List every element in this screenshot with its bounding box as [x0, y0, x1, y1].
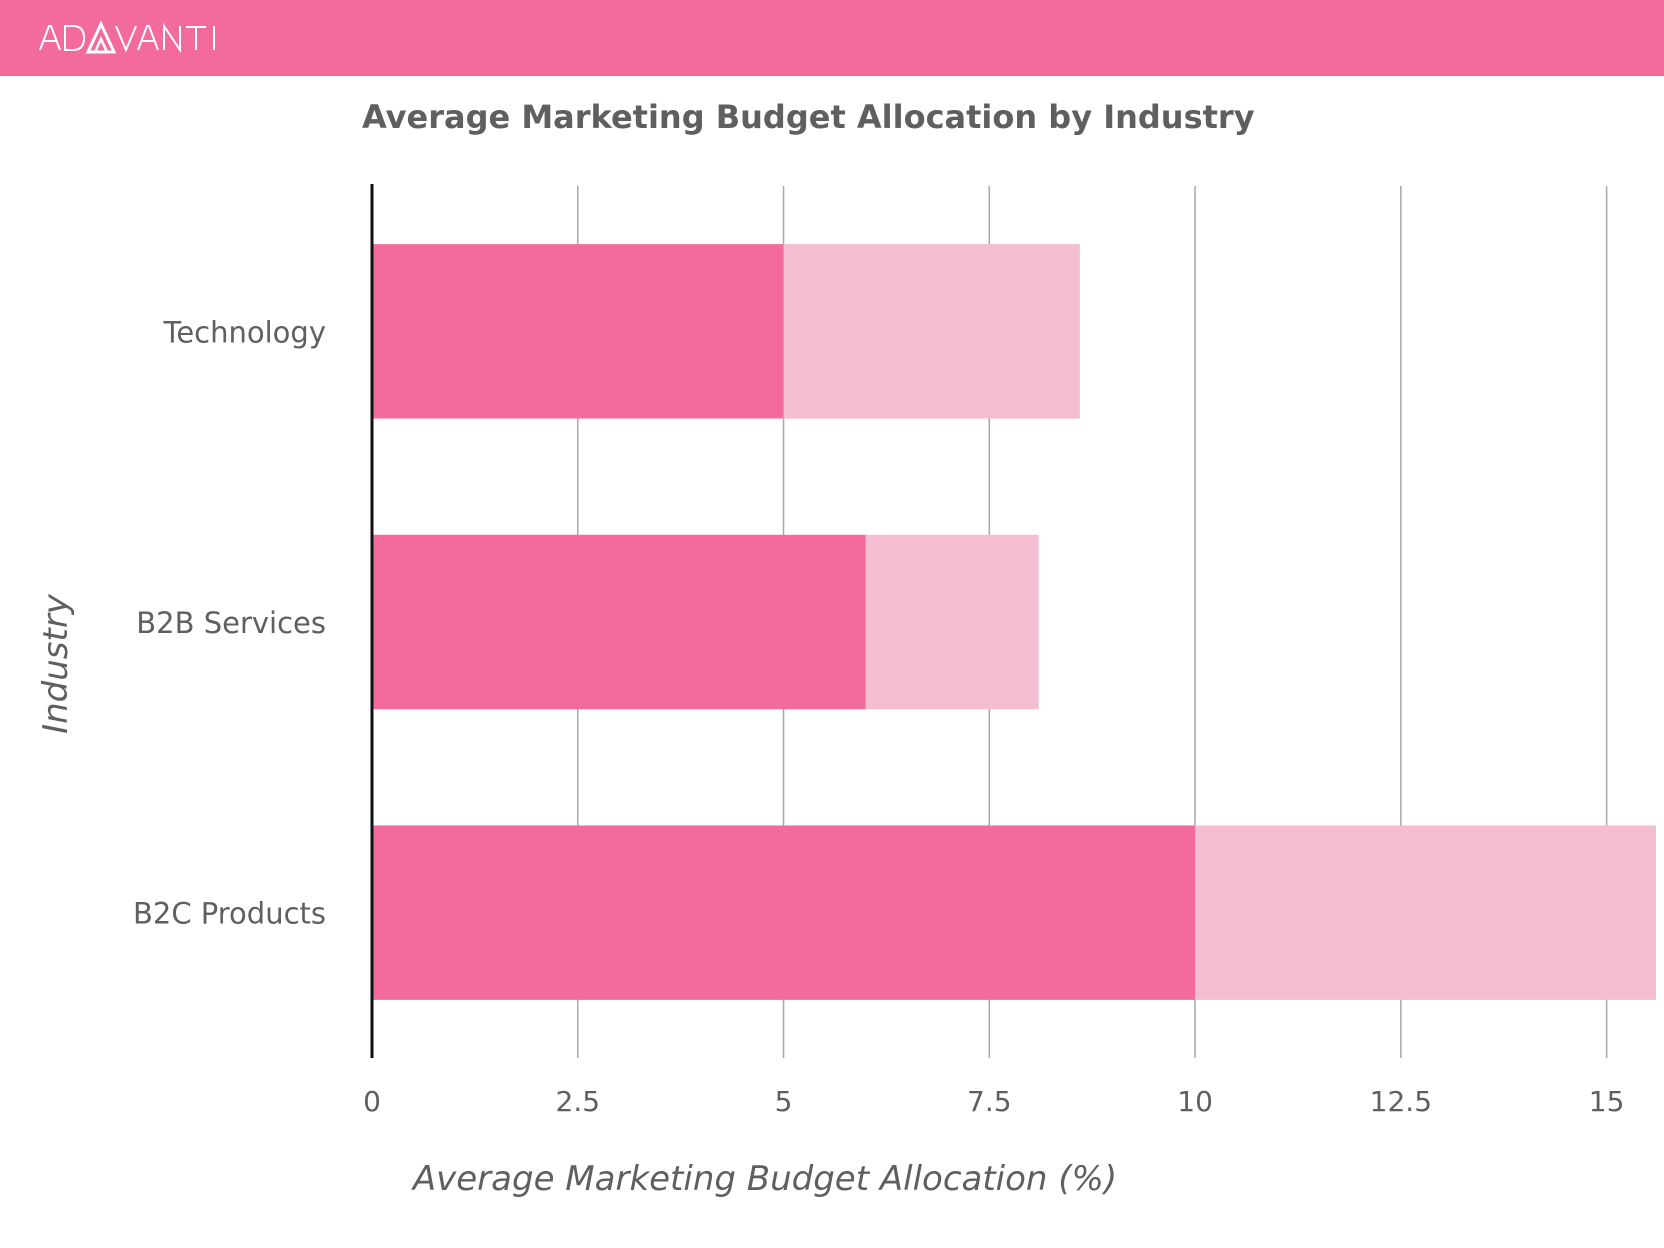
bar-1-series-1	[865, 534, 1039, 710]
bar-1-series-0	[372, 534, 866, 710]
x-tick-label-3: 7.5	[967, 1085, 1012, 1118]
x-tick-label-5: 12.5	[1370, 1085, 1432, 1118]
header-bar	[0, 0, 1664, 76]
y-tick-label-2: B2C Products	[133, 897, 326, 931]
adavanti-logo	[38, 18, 228, 58]
y-tick-label-0: Technology	[163, 315, 326, 349]
x-tick-label-6: 15	[1589, 1085, 1625, 1118]
y-tick-label-1: B2B Services	[136, 606, 326, 640]
bar-0-series-1	[783, 244, 1080, 419]
x-tick-label-2: 5	[775, 1085, 793, 1118]
x-tick-label-4: 10	[1177, 1085, 1213, 1118]
bar-2-series-1	[1195, 825, 1656, 1000]
x-axis-label: Average Marketing Budget Allocation (%)	[411, 1159, 1117, 1199]
bar-2-series-0	[372, 825, 1196, 1000]
x-tick-label-1: 2.5	[556, 1085, 601, 1118]
bar-0-series-0	[372, 244, 784, 419]
y-axis-label: Industry	[36, 593, 76, 734]
chart-title: Average Marketing Budget Allocation by I…	[362, 98, 1255, 136]
x-tick-label-0: 0	[363, 1085, 381, 1118]
